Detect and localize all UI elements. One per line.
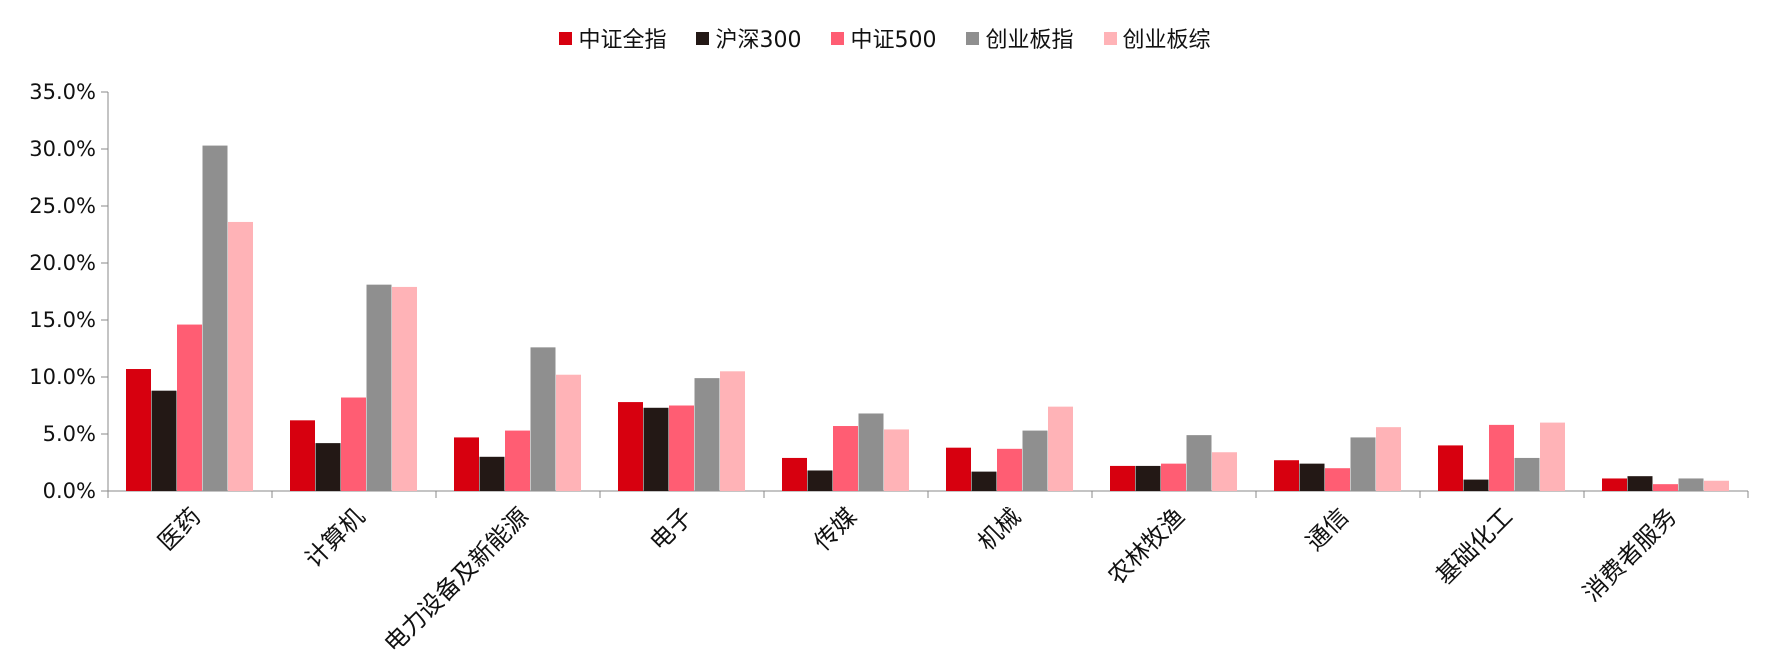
bar: [858, 413, 884, 491]
y-tick-label: 35.0%: [29, 80, 96, 104]
legend-swatch-2: [831, 31, 845, 45]
bar: [556, 374, 581, 491]
y-tick-label: 25.0%: [29, 194, 96, 218]
bar: [202, 145, 228, 491]
bar: [643, 407, 669, 491]
legend-label-0: 中证全指: [578, 28, 667, 53]
bar: [1678, 478, 1704, 491]
bar: [1022, 430, 1048, 491]
y-tick-label: 20.0%: [29, 251, 96, 275]
x-category-label: 计算机: [300, 502, 371, 573]
bar: [1186, 435, 1212, 491]
bar: [290, 420, 315, 491]
bar: [782, 457, 807, 491]
legend-label-2: 中证500: [850, 28, 937, 53]
bar: [341, 397, 366, 491]
bar: [1048, 406, 1073, 491]
bar: [1514, 457, 1540, 491]
bar: [618, 402, 643, 491]
legend-swatch-3: [966, 31, 980, 45]
bar: [151, 390, 177, 491]
x-category-label: 消费者服务: [1578, 502, 1683, 607]
legend-swatch-4: [1103, 31, 1117, 45]
legend-swatch-1: [696, 31, 710, 45]
legend: 中证全指 沪深300 中证500 创业板指 创业板综: [0, 22, 1770, 54]
bar: [669, 405, 694, 491]
bar: [1350, 437, 1376, 491]
y-tick-label: 0.0%: [43, 479, 96, 503]
x-category-label: 传媒: [809, 502, 863, 556]
bar: [1325, 468, 1350, 491]
bar: [1212, 452, 1237, 491]
bar: [505, 430, 530, 491]
bar: [720, 371, 745, 491]
legend-item-4: 创业板综: [1103, 22, 1211, 54]
x-category-label: 通信: [1301, 502, 1355, 556]
bar: [366, 284, 392, 491]
bar: [1274, 460, 1299, 491]
x-category-label: 电力设备及新能源: [379, 502, 535, 658]
bar: [126, 369, 151, 491]
bar: [1110, 465, 1135, 491]
legend-swatch-0: [559, 31, 573, 45]
legend-item-1: 沪深300: [696, 22, 801, 54]
bar: [946, 447, 971, 491]
bar: [1376, 427, 1401, 491]
bar: [884, 429, 909, 491]
legend-label-1: 沪深300: [715, 28, 802, 53]
bar: [530, 347, 556, 491]
bar: [833, 426, 858, 491]
bar: [807, 470, 833, 491]
y-tick-label: 15.0%: [29, 308, 96, 332]
y-tick-label: 30.0%: [29, 137, 96, 161]
bar: [1489, 424, 1514, 491]
bar: [1463, 479, 1489, 491]
legend-label-3: 创业板指: [985, 28, 1074, 53]
legend-label-4: 创业板综: [1122, 28, 1211, 53]
bar: [479, 456, 505, 491]
bar: [454, 437, 479, 491]
y-tick-label: 10.0%: [29, 365, 96, 389]
bar: [228, 221, 253, 491]
x-category-label: 基础化工: [1431, 502, 1519, 590]
legend-item-2: 中证500: [831, 22, 936, 54]
bar: [177, 324, 202, 491]
bar: [1627, 476, 1653, 491]
bar: [1438, 445, 1463, 491]
x-category-label: 电子: [645, 502, 699, 556]
x-category-label: 机械: [973, 502, 1027, 556]
bar: [315, 443, 341, 491]
bar: [1602, 478, 1627, 491]
bar: [392, 286, 417, 491]
bar: [694, 378, 720, 491]
bar: [1135, 465, 1161, 491]
bar: [1653, 484, 1678, 491]
x-category-label: 医药: [153, 502, 207, 556]
bar: [997, 448, 1022, 491]
bar: [1161, 463, 1186, 491]
bar: [1540, 422, 1565, 491]
y-tick-label: 5.0%: [43, 422, 96, 446]
bar: [971, 471, 997, 491]
legend-item-0: 中证全指: [559, 22, 666, 54]
bar: [1704, 480, 1729, 491]
x-category-label: 农林牧渔: [1103, 502, 1191, 590]
bar: [1299, 463, 1325, 491]
legend-item-3: 创业板指: [966, 22, 1074, 54]
